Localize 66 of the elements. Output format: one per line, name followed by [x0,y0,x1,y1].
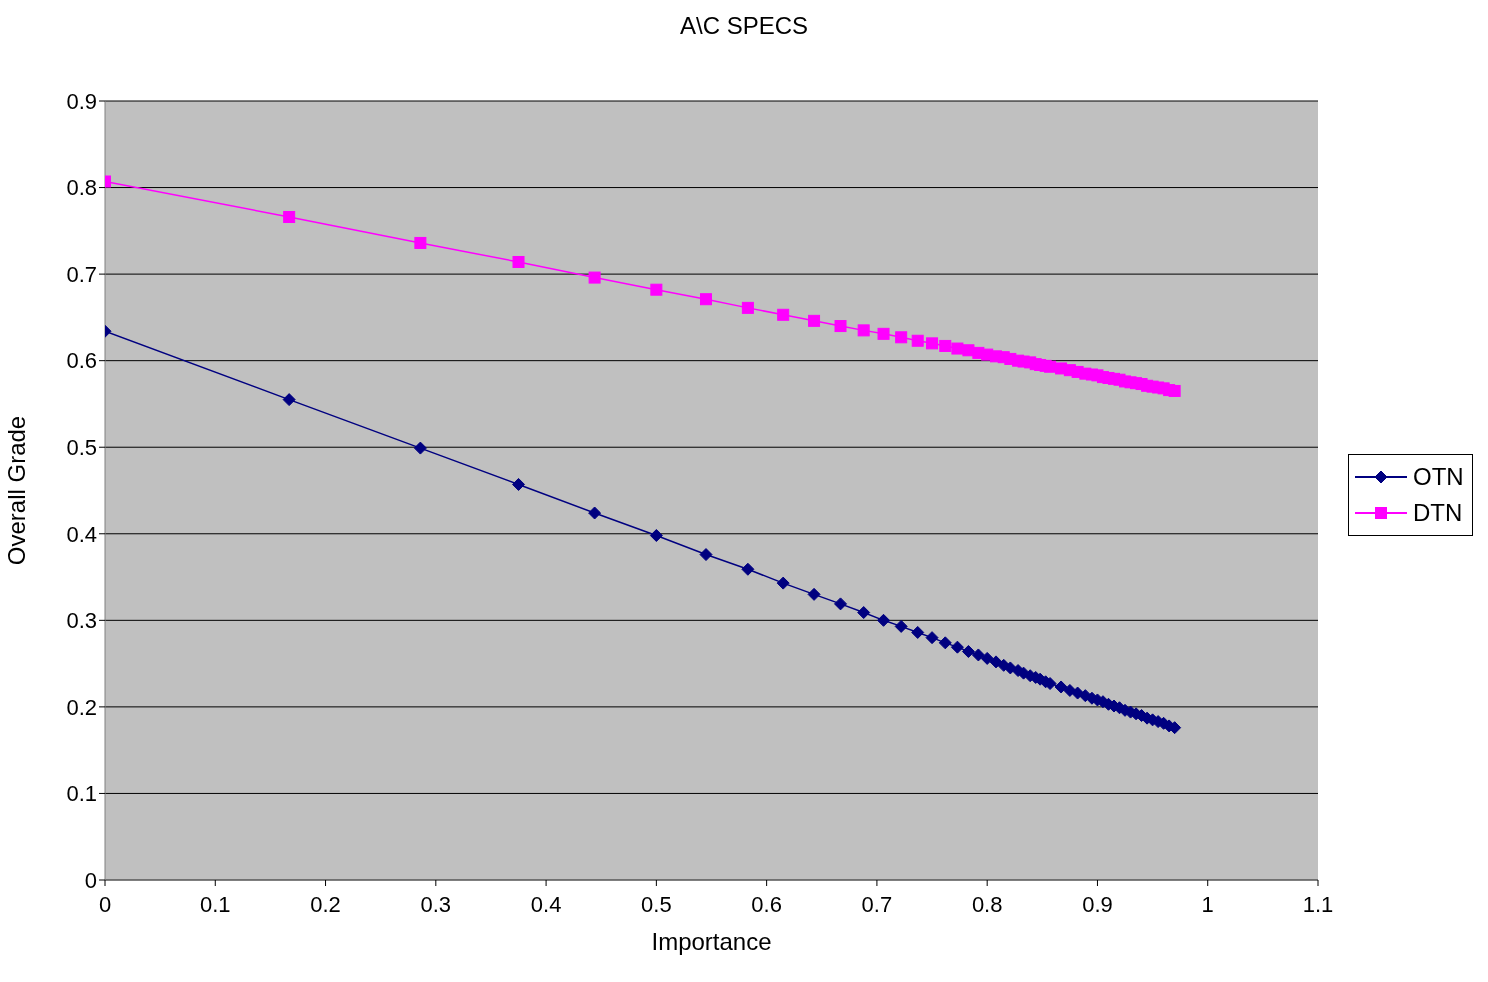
x-tick-label: 0.6 [751,891,782,917]
y-axis-title: Overall Grade [2,415,30,566]
point [950,640,964,654]
point [1168,384,1181,397]
point [939,339,952,352]
point [776,576,790,590]
point [807,587,821,601]
point [925,631,939,645]
y-tick-label: 0.3 [66,608,97,634]
point [588,506,602,520]
point [971,648,985,662]
x-tick-label: 0.3 [420,891,452,917]
point [834,320,847,333]
point [895,331,908,344]
x-tick-label: 0.1 [199,891,231,917]
point [283,210,296,223]
point [980,651,994,665]
point [650,283,663,296]
point [926,337,939,350]
point [699,293,712,306]
point [414,236,427,249]
point [512,477,526,491]
point [938,636,952,650]
point [808,314,821,327]
point [877,613,891,627]
point [951,342,964,355]
point [588,271,601,284]
y-tick-label: 0.6 [66,348,97,374]
legend-label: DTN [1413,499,1463,527]
point [741,562,755,576]
point [834,597,848,611]
x-tick-label: 1 [1201,891,1214,917]
x-tick-label: 0.5 [641,891,672,917]
y-tick-label: 0.9 [66,88,97,114]
x-tick-label: 1.1 [1302,891,1334,917]
point [877,327,890,340]
y-tick-label: 0.2 [66,694,97,720]
y-tick-label: 0.8 [66,175,97,201]
y-tick-label: 0.1 [66,781,97,807]
point [512,255,525,268]
y-tick-label: 0 [84,867,97,893]
point [857,324,870,337]
point [777,308,790,321]
point [911,334,924,347]
y-tick-label: 0.4 [66,521,97,547]
x-axis-title: Importance [651,928,772,955]
y-tick-label: 0.5 [66,435,97,461]
x-tick-label: 0.7 [861,891,893,917]
x-tick-label: 0.8 [971,891,1003,917]
point [894,619,908,633]
point [1054,680,1068,694]
point [961,644,975,658]
point [857,606,871,620]
point [282,393,296,407]
y-tick-label: 0.7 [66,261,97,287]
x-tick-label: 0.9 [1082,891,1113,917]
point [741,301,754,314]
point [911,625,925,639]
point [699,548,713,562]
point [649,529,663,543]
point [413,441,427,455]
point [989,655,1003,669]
chart-title: A\C SPECS [678,12,809,40]
legend-label: OTN [1413,463,1464,491]
x-tick-label: 0.2 [310,891,341,917]
x-tick-label: 0.4 [530,891,562,917]
